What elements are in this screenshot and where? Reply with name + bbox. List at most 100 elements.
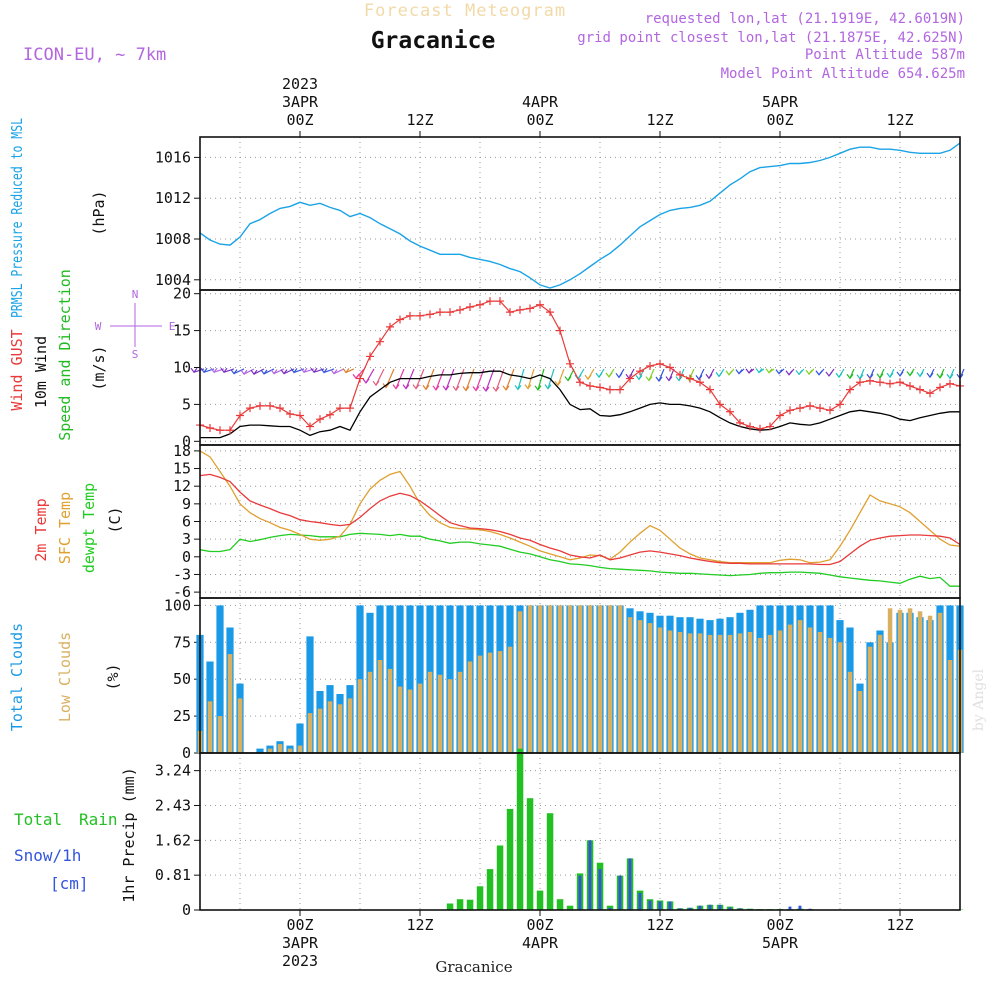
bottom-time-label: 12Z xyxy=(406,916,433,934)
wind-arrow xyxy=(333,368,345,375)
temp-unit: (C) xyxy=(106,506,124,533)
y-tick-label: 50 xyxy=(173,670,191,688)
gust-marker xyxy=(556,326,564,335)
low-cloud-bar xyxy=(767,634,773,753)
gust-marker xyxy=(366,352,374,361)
low-cloud-bar xyxy=(387,668,393,753)
low-cloud-bar xyxy=(857,691,863,753)
gust-marker xyxy=(646,362,654,371)
low-cloud-bar xyxy=(627,617,633,753)
total-cloud-bar xyxy=(216,605,224,753)
gust-marker xyxy=(836,400,844,409)
wind-unit: (m/s) xyxy=(90,345,108,390)
gust-marker xyxy=(606,385,614,394)
low-cloud-bar xyxy=(517,611,523,753)
low-cloud-bar xyxy=(417,683,423,753)
low-cloud-bar xyxy=(837,642,843,753)
gust-marker xyxy=(856,378,864,387)
gust-marker xyxy=(416,311,424,320)
model-altitude: Model Point Altitude 654.625m xyxy=(721,66,965,82)
gust-marker xyxy=(446,308,454,317)
low-cloud-bar xyxy=(437,674,443,753)
low-cloud-bar xyxy=(227,654,233,753)
compass-e: E xyxy=(169,320,176,333)
y-tick-label: 25 xyxy=(173,707,191,725)
gust-marker xyxy=(316,415,324,424)
low-cloud-bar xyxy=(217,716,223,753)
y-tick-label: -3 xyxy=(173,565,191,583)
sfc-temp-label: SFC Temp xyxy=(56,492,74,564)
total-cloud-bar xyxy=(406,605,414,753)
snow-bar xyxy=(648,900,652,910)
low-cloud-bar xyxy=(937,612,943,753)
subtitle: Forecast Meteogram xyxy=(364,1,566,21)
wind-arrowhead xyxy=(544,384,552,390)
wind-arrowhead xyxy=(936,373,944,379)
gust-marker xyxy=(596,383,604,392)
low-cloud-bar xyxy=(507,646,513,753)
wind-arrowhead xyxy=(514,384,522,391)
y-tick-label: 1008 xyxy=(155,230,191,248)
wind-arrowhead xyxy=(502,385,510,391)
low-cloud-bar xyxy=(827,637,833,753)
rain-bar xyxy=(516,748,524,910)
temp2m-line xyxy=(199,473,961,566)
model-label: ICON-EU, ~ 7km xyxy=(23,45,166,65)
gust-marker xyxy=(306,422,314,431)
gust-marker xyxy=(236,411,244,420)
wind-arrowhead xyxy=(795,369,803,376)
low-cloud-bar xyxy=(427,671,433,753)
snow-bar xyxy=(628,858,632,910)
snow-bar xyxy=(638,892,642,910)
gust-marker xyxy=(696,378,704,387)
y-tick-label: 5 xyxy=(182,395,191,413)
snow-bar xyxy=(798,905,802,910)
wind-arrowhead xyxy=(290,368,298,374)
wind-arrowhead xyxy=(675,376,683,382)
gridpoint-coords: grid point closest lon,lat (21.1875E, 42… xyxy=(577,30,965,46)
rain-bar xyxy=(506,808,514,910)
y-tick-label: 15 xyxy=(173,460,191,478)
low-cloud-bar xyxy=(797,620,803,753)
gust-marker xyxy=(766,422,774,431)
wind-arrowhead xyxy=(815,370,823,376)
low-cloud-bar xyxy=(597,605,603,753)
point-altitude: Point Altitude 587m xyxy=(805,47,965,63)
wind-arrowhead xyxy=(250,369,258,376)
snow-bar xyxy=(728,907,732,910)
low-cloud-bar xyxy=(367,671,373,753)
legend-total: Total xyxy=(14,810,62,829)
low-cloud-bar xyxy=(927,615,933,753)
gust-marker xyxy=(876,378,884,387)
footer-location: Gracanice xyxy=(435,958,512,976)
legend-rain: Rain xyxy=(79,810,118,829)
wind-arrowhead xyxy=(645,376,653,382)
gust-marker xyxy=(266,401,274,410)
wind-arrowhead xyxy=(452,385,460,392)
wind-arrowhead xyxy=(472,386,480,392)
y-tick-label: 3 xyxy=(182,530,191,548)
location-title: Gracanice xyxy=(371,28,496,54)
low-cloud-bar xyxy=(777,630,783,753)
low-cloud-bar xyxy=(287,748,293,753)
low-cloud-bar xyxy=(377,660,383,753)
low-cloud-bar xyxy=(317,708,323,753)
gust-marker xyxy=(616,385,624,394)
rain-bar xyxy=(476,886,484,910)
gust-marker xyxy=(276,404,284,413)
gust-marker xyxy=(586,381,594,390)
wind-arrowhead xyxy=(856,374,864,380)
gust-marker xyxy=(866,376,874,385)
wind-arrowhead xyxy=(230,369,238,375)
wind-arrowhead xyxy=(665,376,673,382)
low-cloud-bar xyxy=(727,634,733,753)
wind-arrow xyxy=(223,368,235,373)
y-tick-label: 0 xyxy=(182,432,191,450)
low-cloud-bar xyxy=(887,608,893,753)
wind-arrowhead xyxy=(300,367,308,374)
wind-arrowhead xyxy=(554,380,562,387)
wind-arrowhead xyxy=(825,371,833,377)
low-cloud-bar xyxy=(397,686,403,753)
low-cloud-bar xyxy=(457,671,463,753)
